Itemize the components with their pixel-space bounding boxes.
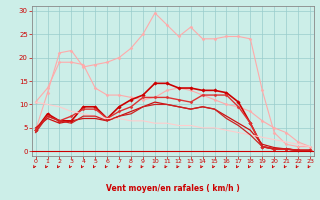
X-axis label: Vent moyen/en rafales ( km/h ): Vent moyen/en rafales ( km/h ) — [106, 184, 240, 193]
